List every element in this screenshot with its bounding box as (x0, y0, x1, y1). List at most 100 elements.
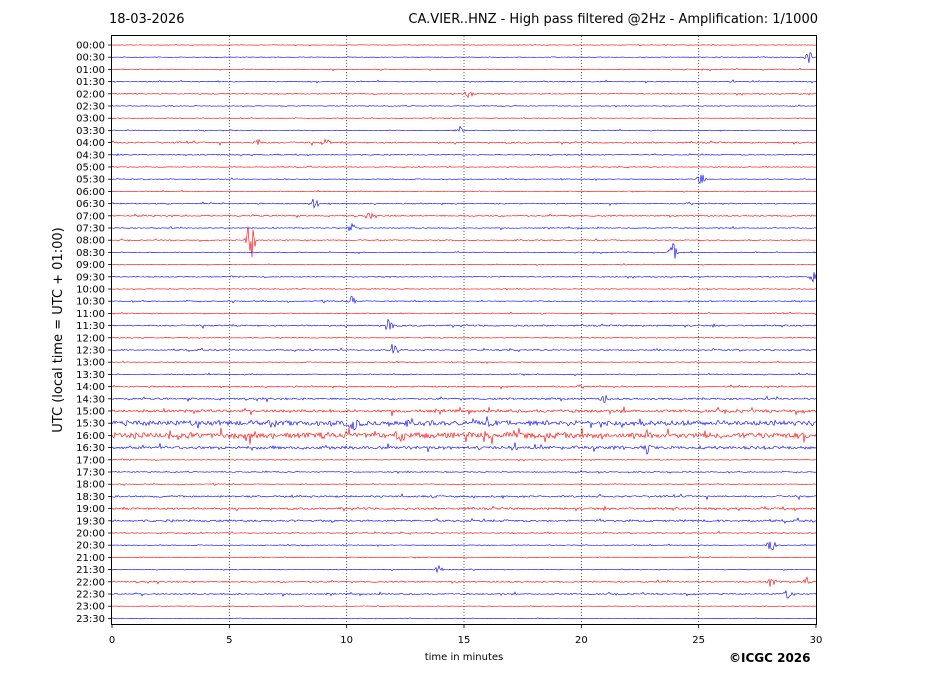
y-tick-label: 04:00 (76, 138, 105, 149)
y-tick-label: 10:30 (76, 297, 105, 308)
y-tick-label: 22:00 (76, 577, 105, 588)
y-tick-label: 19:00 (76, 504, 105, 515)
copyright-label: ©ICGC 2026 (729, 651, 811, 665)
trace-row-0630 (111, 198, 817, 209)
y-tick-label: 04:30 (76, 150, 105, 161)
trace-row-1100 (111, 311, 817, 316)
trace-row-1700 (111, 458, 817, 462)
trace-row-1530 (111, 416, 817, 431)
trace-group (111, 43, 817, 620)
trace-row-1230 (111, 344, 817, 354)
y-tick-label: 15:30 (76, 419, 105, 430)
y-tick-label: 16:00 (76, 431, 105, 442)
trace-row-1200 (111, 336, 817, 339)
trace-row-1930 (111, 517, 817, 524)
trace-row-0330 (111, 125, 817, 132)
y-tick-label: 02:30 (76, 102, 105, 113)
y-tick-label: 11:00 (76, 309, 105, 320)
y-tick-label: 22:30 (76, 590, 105, 601)
y-tick-label: 21:30 (76, 565, 105, 576)
y-tick-label: 12:00 (76, 333, 105, 344)
x-tick-label: 10 (340, 635, 353, 646)
x-tick-label: 30 (810, 635, 823, 646)
y-tick-label: 05:00 (76, 163, 105, 174)
y-tick-label: 11:30 (76, 321, 105, 332)
y-tick-label: 05:30 (76, 175, 105, 186)
y-tick-label: 19:30 (76, 516, 105, 527)
trace-row-1300 (111, 360, 817, 364)
y-tick-label: 07:30 (76, 224, 105, 235)
trace-row-0530 (111, 174, 817, 184)
trace-row-0130 (111, 79, 817, 84)
trace-row-1330 (111, 372, 817, 377)
y-tick-label: 13:00 (76, 358, 105, 369)
trace-row-0430 (111, 153, 817, 157)
y-tick-label: 01:00 (76, 65, 105, 76)
y-tick-label: 08:00 (76, 236, 105, 247)
y-tick-label: 14:00 (76, 382, 105, 393)
y-tick-label: 00:00 (76, 41, 105, 52)
y-tick-label: 20:00 (76, 529, 105, 540)
y-tick-label: 14:30 (76, 394, 105, 405)
trace-row-1130 (111, 318, 817, 331)
y-tick-label: 23:00 (76, 602, 105, 613)
x-axis-label: time in minutes (425, 652, 504, 663)
y-tick-label: 15:00 (76, 407, 105, 418)
trace-row-0730 (111, 223, 817, 231)
x-tick-label: 0 (109, 635, 115, 646)
trace-row-0300 (111, 117, 817, 120)
y-tick-label: 01:30 (76, 77, 105, 88)
trace-row-1000 (111, 287, 817, 291)
trace-row-2030 (111, 541, 817, 551)
trace-row-1400 (111, 384, 817, 390)
trace-row-1800 (111, 482, 817, 486)
x-tick-label: 25 (692, 635, 705, 646)
y-tick-label: 09:30 (76, 272, 105, 283)
y-tick-label: 18:00 (76, 480, 105, 491)
grid-group (229, 36, 699, 624)
trace-row-2100 (111, 555, 817, 559)
trace-row-2130 (111, 564, 817, 573)
y-tick-label: 23:30 (76, 614, 105, 625)
y-tick-label: 12:30 (76, 346, 105, 357)
y-tick-label: 03:30 (76, 126, 105, 137)
trace-row-2000 (111, 530, 817, 535)
trace-row-1430 (111, 395, 817, 403)
y-tick-label: 21:00 (76, 553, 105, 564)
chart-title: CA.VIER..HNZ - High pass filtered @2Hz -… (408, 12, 818, 27)
y-tick-label: 18:30 (76, 492, 105, 503)
trace-row-1730 (111, 470, 817, 475)
y-tick-label: 10:00 (76, 285, 105, 296)
y-tick-label: 09:00 (76, 260, 105, 271)
x-tick-group: 0 5 10 15 20 25 30 (109, 624, 823, 646)
y-tick-label: 00:30 (76, 53, 105, 64)
trace-row-1030 (111, 295, 817, 305)
trace-row-0400 (111, 138, 817, 146)
y-tick-label: 02:00 (76, 89, 105, 100)
trace-row-1830 (111, 493, 817, 501)
y-tick-label: 03:00 (76, 114, 105, 125)
y-tick-label: 16:30 (76, 443, 105, 454)
y-tick-label: 17:30 (76, 468, 105, 479)
y-tick-label: 06:30 (76, 199, 105, 210)
x-tick-label: 5 (226, 635, 232, 646)
trace-row-0600 (111, 189, 817, 193)
y-tick-label: 08:30 (76, 248, 105, 259)
y-tick-label: 13:30 (76, 370, 105, 381)
y-tick-label: 20:30 (76, 541, 105, 552)
x-tick-label: 20 (575, 635, 588, 646)
trace-row-0500 (111, 165, 817, 169)
trace-row-1630 (111, 442, 817, 455)
trace-row-1900 (111, 505, 817, 512)
y-tick-label: 07:00 (76, 211, 105, 222)
trace-row-0700 (111, 212, 817, 220)
date-label: 18-03-2026 (109, 12, 185, 27)
x-tick-label: 15 (458, 635, 471, 646)
trace-row-2200 (111, 576, 817, 587)
y-tick-label: 06:00 (76, 187, 105, 198)
y-axis-label: UTC (local time = UTC + 01:00) (51, 227, 66, 432)
y-tick-label: 17:00 (76, 455, 105, 466)
